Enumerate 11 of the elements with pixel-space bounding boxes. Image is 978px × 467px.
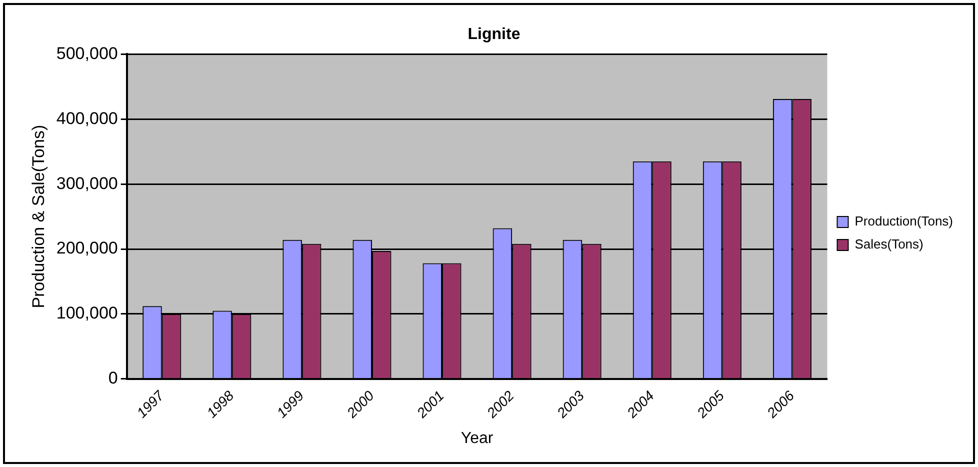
y-tick-label: 300,000	[56, 174, 118, 193]
legend-label: Sales(Tons)	[854, 236, 924, 252]
y-tick-label: 400,000	[56, 108, 118, 128]
y-tick-label: 100,000	[56, 304, 118, 323]
y-axis-title: Production & Sale(Tons)	[28, 124, 48, 308]
chart-title: Lignite	[468, 26, 520, 44]
y-tick-label: 200,000	[56, 238, 118, 258]
legend-label: Production(Tons)	[854, 214, 954, 229]
x-axis-title: Year	[460, 430, 494, 447]
y-tick-label: 500,000	[56, 44, 118, 63]
y-tick-label: 0	[108, 368, 118, 388]
